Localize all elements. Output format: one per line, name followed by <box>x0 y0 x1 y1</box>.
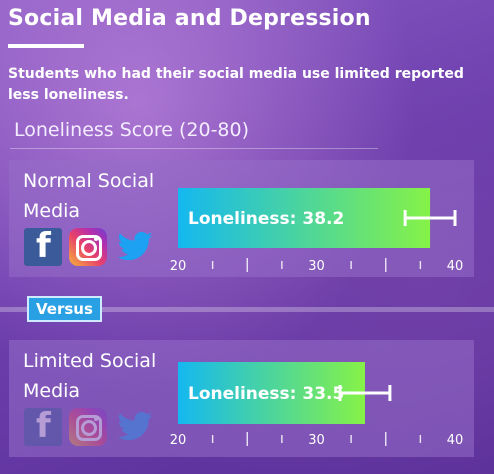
tick-label: 40 <box>447 259 464 274</box>
instagram-icon <box>69 228 107 266</box>
title-underline <box>8 44 84 48</box>
tick-label: 30 <box>308 259 325 274</box>
bar <box>178 362 365 424</box>
facebook-icon: f <box>24 226 62 266</box>
facebook-icon: f <box>24 406 62 446</box>
tick-label: 20 <box>170 259 187 274</box>
group-label: Normal Social Media <box>23 170 155 222</box>
versus-divider <box>0 307 494 312</box>
group-label: Limited Social Media <box>23 350 157 402</box>
tick-label: 40 <box>447 433 464 448</box>
twitter-icon <box>117 411 153 441</box>
subtitle: Students who had their social media use … <box>8 66 464 103</box>
versus-badge: Versus <box>27 296 102 322</box>
tick-label: 30 <box>308 433 325 448</box>
twitter-icon <box>117 231 153 261</box>
bar-label: Loneliness: 33.5 <box>188 384 344 404</box>
divider <box>10 148 378 149</box>
group-panel-limited: Limited Social Media f <box>9 340 474 457</box>
tick-label: 20 <box>170 433 187 448</box>
chart-title: Loneliness Score (20-80) <box>14 119 250 141</box>
bar <box>178 188 431 248</box>
instagram-icon <box>69 408 107 446</box>
page-title: Social Media and Depression <box>8 6 371 31</box>
bar-label: Loneliness: 38.2 <box>188 209 344 229</box>
